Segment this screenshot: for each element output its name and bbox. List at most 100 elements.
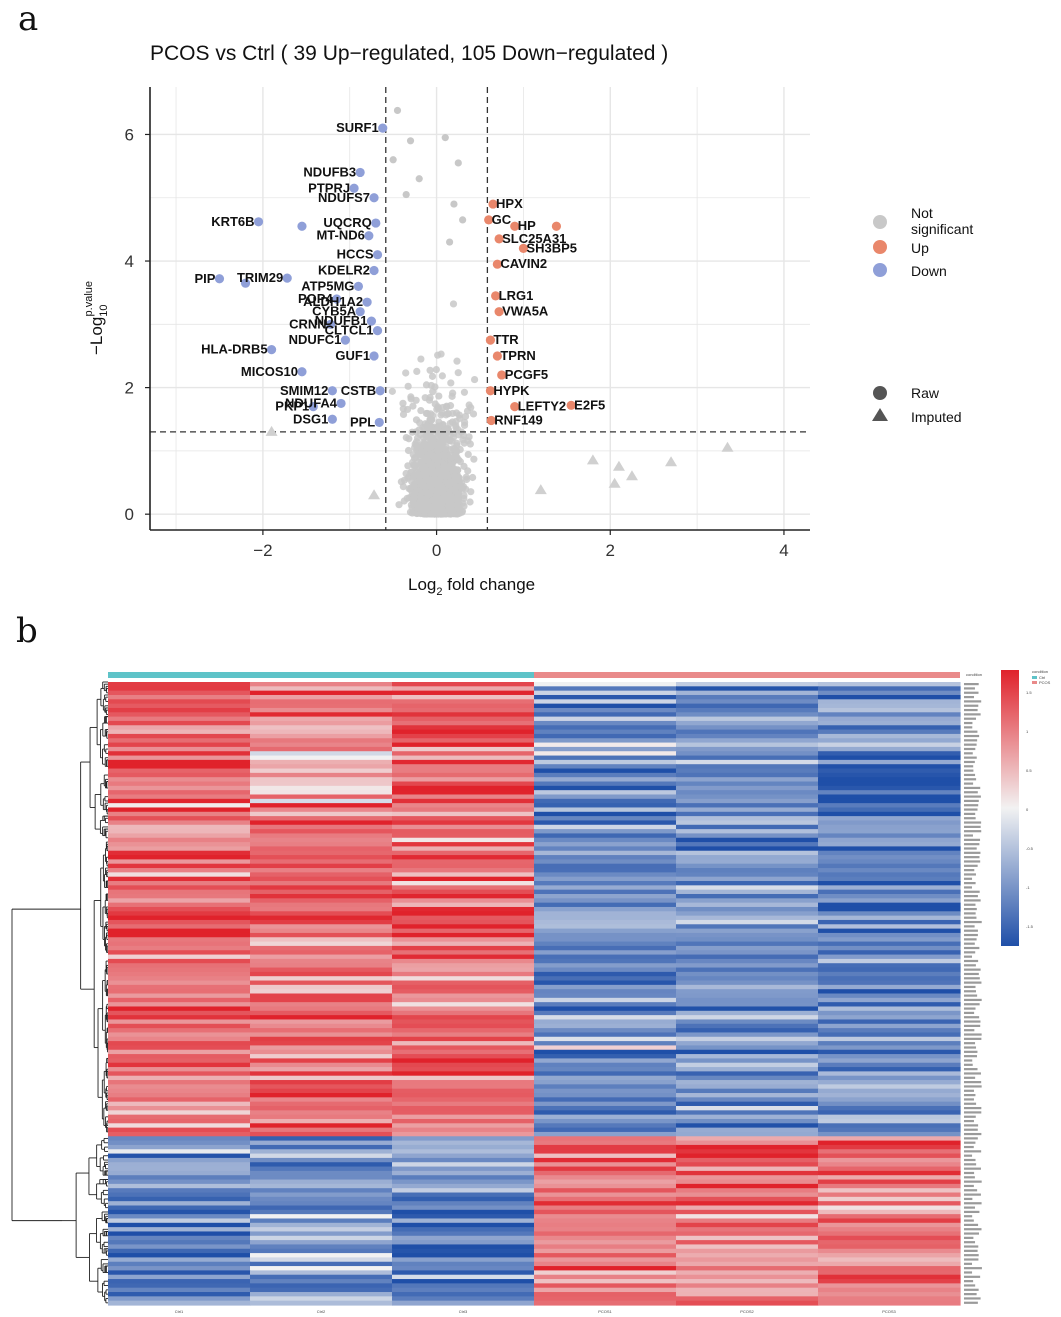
color-scale-tick: 0 [1026,807,1029,812]
heatmap-cell [818,811,961,817]
point-down [372,250,383,260]
point-not-significant [417,406,425,415]
heatmap-cell [392,1080,535,1085]
heatmap-cell [250,716,393,722]
point-not-significant [448,508,457,516]
column-label: Ctrl2 [317,1309,326,1314]
heatmap-cell [250,1300,393,1306]
point-not-significant [470,375,479,384]
heatmap-cell [108,919,251,925]
heatmap-cell [676,777,819,783]
heatmap-cell [108,1023,251,1029]
row-label [964,942,975,945]
point-not-significant [450,200,458,208]
heatmap-cell [818,1088,961,1094]
heatmap-cell [534,1110,677,1116]
heatmap-cell [392,945,535,951]
point-not-significant [407,501,415,509]
heatmap-cell [534,690,677,696]
heatmap-cell [392,1097,535,1103]
row-label [964,683,979,686]
heatmap-cell [534,1097,677,1103]
heatmap-cell [250,768,393,774]
heatmap-cell [392,798,535,804]
heatmap-cell [676,772,819,778]
heatmap-cell [250,682,393,687]
heatmap-cell [818,1283,961,1289]
heatmap-cell [250,1196,393,1202]
volcano-grid [150,87,810,530]
heatmap-cell [676,1157,819,1163]
column-labels: Ctrl1 Ctrl2 Ctrl3 PCOS1 PCOS2 PCOS3 [175,1309,897,1314]
heatmap-cell [534,1010,677,1016]
significant-points [214,123,576,428]
heatmap-cell [392,811,535,817]
heatmap-cell [676,1041,819,1047]
heatmap-cell [818,1292,961,1297]
heatmap-cell [534,967,677,973]
heatmap-cell [818,816,961,822]
heatmap-cell [392,1235,535,1241]
legend-raw-swatch [873,386,887,400]
heatmap-cell [250,1144,393,1150]
heatmap-cell [250,928,393,934]
heatmap-cell [676,733,819,739]
point-not-significant [399,399,407,407]
point-up [566,400,576,410]
heatmap-cell [392,1292,535,1297]
heatmap-cell [108,759,251,765]
heatmap-cell [392,1248,535,1254]
heatmap-cell [534,950,677,956]
row-label [964,808,978,811]
point-up [510,221,520,231]
heatmap-cell [818,746,961,752]
row-label [964,747,976,751]
point-up [518,243,529,253]
heatmap-cell [818,1253,961,1259]
gene-label-hypk: HYPK [493,383,530,398]
heatmap-cell [818,911,961,917]
heatmap-cell [392,738,535,744]
row-label [964,851,981,854]
heatmap-cell [250,1287,393,1293]
heatmap-cell [534,1235,677,1241]
point-not-significant [416,443,424,451]
heatmap-cell [392,1144,535,1150]
heatmap-cell [108,1088,251,1094]
row-label [964,981,982,984]
heatmap-cell [676,1296,819,1302]
heatmap-cell [534,811,677,817]
threshold-lines [150,87,810,530]
heatmap-cell [392,902,535,908]
point-down [353,281,364,291]
point-not-significant [420,507,428,516]
row-label [964,743,977,746]
heatmap-cell [676,1123,819,1129]
heatmap-cell [250,885,393,891]
heatmap-cell [676,963,819,969]
heatmap-cell [534,1270,677,1276]
heatmap-cell [392,824,535,830]
heatmap-cell [818,1010,961,1016]
point-not-significant [418,457,426,466]
heatmap-cell [676,1196,819,1202]
point-not-significant [416,431,424,439]
heatmap-cell [108,833,251,839]
gene-label-rnf149: RNF149 [494,413,542,428]
row-label [964,890,980,893]
heatmap-cell [676,1218,819,1224]
heatmap-cell [392,1023,535,1029]
heatmap-cell [676,1274,819,1280]
heatmap-cell [108,1006,251,1012]
heatmap-cell [250,725,393,731]
legend-not-significant-label-1: Not [911,205,933,221]
heatmap-cell [818,928,961,934]
heatmap-cell [250,1015,393,1021]
heatmap-cell [534,1240,677,1246]
heatmap-cell [534,906,677,912]
heatmap-cell [108,980,251,986]
heatmap-cell [108,1231,251,1237]
point-not-significant [446,238,454,246]
heatmap-cell [392,1231,535,1237]
heatmap-cell [676,859,819,865]
